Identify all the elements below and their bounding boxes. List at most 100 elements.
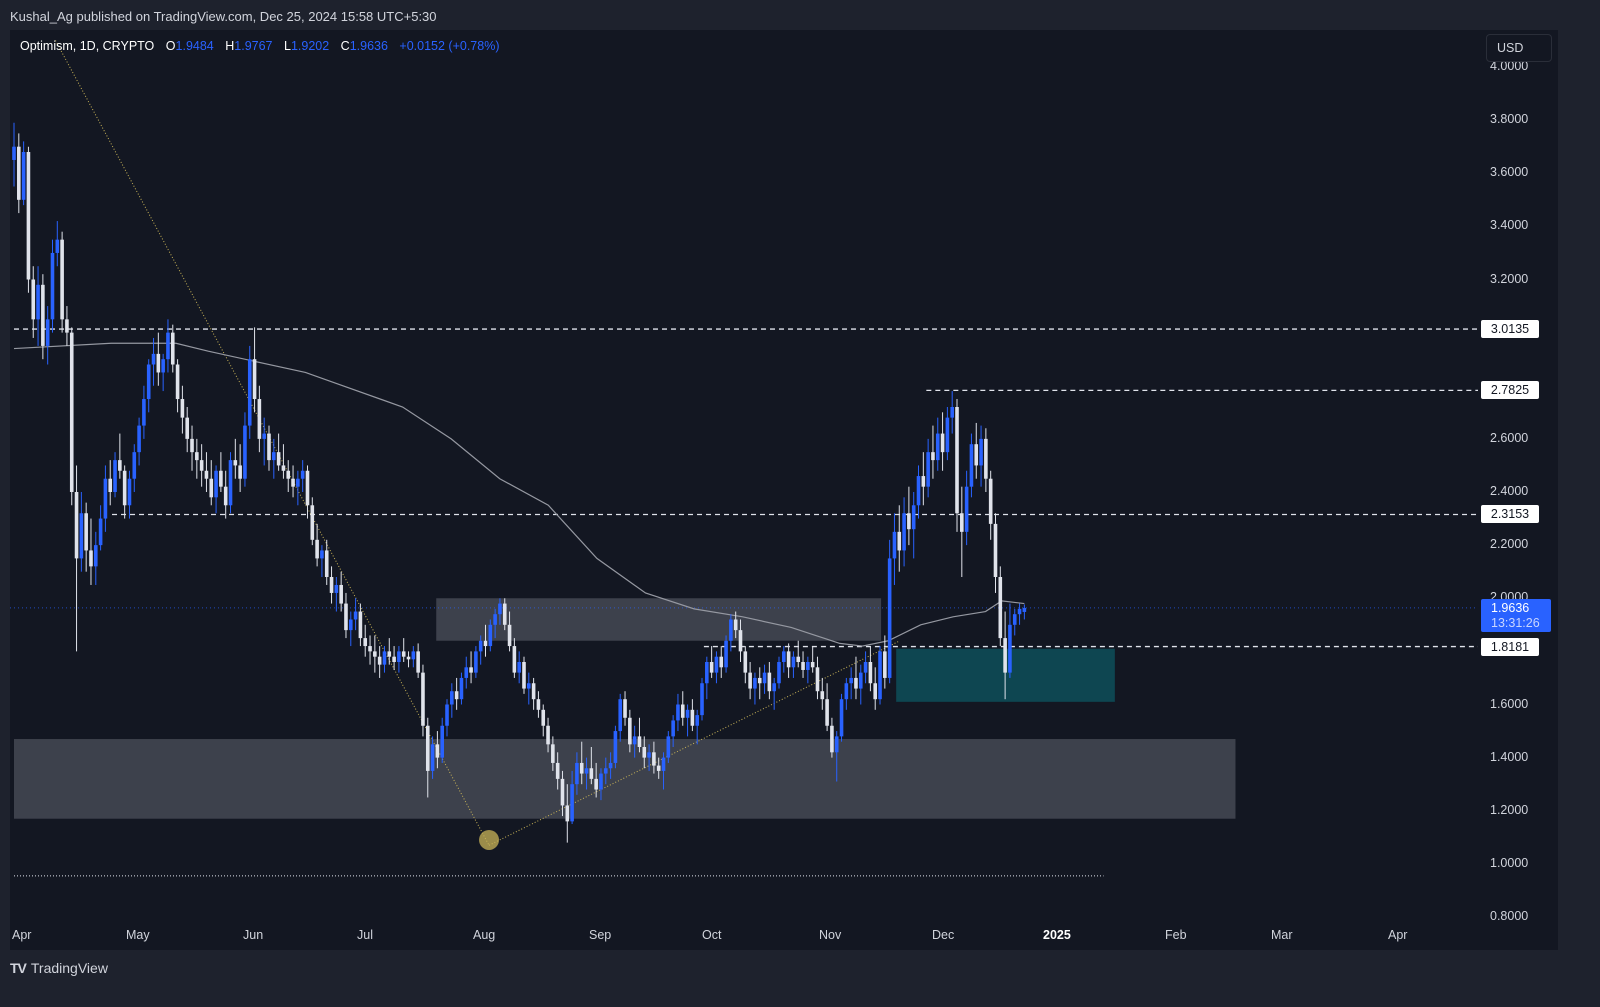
candle-body bbox=[594, 778, 598, 790]
price-tick: 3.8000 bbox=[1490, 112, 1529, 127]
candle-body bbox=[883, 651, 887, 678]
candle-body bbox=[628, 717, 632, 745]
candle-body bbox=[243, 425, 247, 479]
candle-body bbox=[435, 744, 440, 758]
candle-body bbox=[156, 353, 161, 373]
candle-body bbox=[676, 704, 680, 721]
candle-body bbox=[69, 332, 74, 492]
candle-body bbox=[565, 805, 570, 822]
candle-body bbox=[825, 699, 829, 726]
high-value: 1.9767 bbox=[234, 39, 273, 53]
candle-body bbox=[209, 478, 214, 498]
candle-body bbox=[146, 364, 151, 400]
candle-body bbox=[632, 736, 637, 745]
candle-body bbox=[801, 662, 805, 670]
candle-body bbox=[767, 672, 772, 692]
time-tick: Oct bbox=[702, 928, 722, 942]
candle-body bbox=[690, 709, 695, 726]
currency-button[interactable]: USD bbox=[1486, 34, 1552, 62]
candle-body bbox=[74, 492, 79, 559]
candle-body bbox=[324, 550, 329, 577]
candle-body bbox=[118, 460, 122, 471]
candle-body bbox=[199, 460, 204, 471]
bar-countdown: 13:31:26 bbox=[1491, 615, 1540, 630]
candle-body bbox=[228, 460, 233, 506]
zone-lower-gray-demand[interactable] bbox=[14, 739, 1236, 819]
candle-body bbox=[536, 699, 541, 710]
price-axis-scrollbar[interactable] bbox=[1558, 30, 1600, 950]
candle-body bbox=[1008, 624, 1012, 673]
candle-body bbox=[820, 691, 825, 700]
level-price-tag: 2.3153 bbox=[1481, 505, 1539, 524]
candle-body bbox=[300, 470, 305, 479]
last-price-tag: 1.9636 13:31:26 bbox=[1481, 599, 1551, 632]
price-tick: 1.4000 bbox=[1490, 749, 1529, 764]
publisher-line: Kushal_Ag published on TradingView.com, … bbox=[10, 9, 437, 24]
time-tick: May bbox=[126, 928, 150, 942]
candle-body bbox=[974, 444, 979, 466]
last-price-value: 1.9636 bbox=[1491, 600, 1530, 615]
candle-body bbox=[762, 672, 767, 684]
candle-body bbox=[262, 433, 266, 439]
candle-body bbox=[36, 284, 40, 320]
close-value: 1.9636 bbox=[349, 39, 388, 53]
candle-body bbox=[276, 452, 281, 466]
candle-body bbox=[781, 651, 786, 662]
candle-body bbox=[753, 677, 757, 689]
candle-body bbox=[103, 478, 108, 519]
candle-body bbox=[180, 399, 185, 418]
low-value: 1.9202 bbox=[290, 39, 330, 53]
candle-body bbox=[603, 768, 608, 774]
close-key: C bbox=[340, 39, 350, 53]
candle-body bbox=[546, 725, 550, 745]
price-tick: 3.2000 bbox=[1490, 271, 1529, 286]
candle-body bbox=[190, 438, 194, 453]
candle-body bbox=[161, 359, 165, 373]
level-price-tag: 1.8181 bbox=[1481, 637, 1539, 656]
candle-body bbox=[464, 667, 469, 678]
candle-body bbox=[777, 662, 781, 684]
footer-bar bbox=[0, 950, 1600, 1007]
candle-body bbox=[705, 662, 709, 684]
moving-average-line bbox=[13, 342, 1025, 647]
candle-body bbox=[1022, 607, 1027, 612]
candle-body bbox=[98, 518, 103, 546]
candle-body bbox=[17, 146, 21, 200]
open-key: O bbox=[165, 39, 176, 53]
candle-body bbox=[806, 662, 810, 670]
candle-body bbox=[666, 736, 671, 758]
candle-body bbox=[988, 478, 993, 524]
time-tick: Apr bbox=[12, 928, 32, 942]
candle-body bbox=[483, 640, 488, 647]
swing-low-marker[interactable] bbox=[479, 829, 500, 850]
candle-body bbox=[41, 284, 45, 346]
candle-body bbox=[931, 452, 935, 461]
candle-body bbox=[502, 603, 507, 625]
open-value: 1.9484 bbox=[175, 39, 214, 53]
candle-body bbox=[252, 359, 257, 400]
candle-body bbox=[142, 399, 146, 426]
candle-body bbox=[474, 651, 478, 673]
candle-body bbox=[878, 651, 882, 700]
candle-body bbox=[786, 651, 791, 668]
time-tick: Dec bbox=[932, 928, 955, 942]
candle-body bbox=[281, 465, 286, 471]
candle-body bbox=[363, 638, 368, 647]
candle-body bbox=[897, 531, 902, 551]
candle-body bbox=[902, 513, 906, 551]
candle-body bbox=[108, 478, 113, 492]
candle-body bbox=[204, 470, 209, 479]
symbol-title[interactable]: Optimism, 1D, CRYPTO bbox=[20, 39, 155, 53]
candle-body bbox=[440, 725, 445, 758]
candle-body bbox=[267, 433, 271, 461]
tradingview-logo[interactable]: TV TradingView bbox=[10, 960, 108, 976]
candle-body bbox=[955, 407, 959, 514]
candle-body bbox=[1003, 638, 1007, 673]
candle-body bbox=[348, 619, 353, 631]
time-tick: Aug bbox=[473, 928, 496, 942]
time-tick: Jun bbox=[243, 928, 264, 942]
price-tick: 2.2000 bbox=[1490, 537, 1529, 552]
candle-body bbox=[555, 762, 560, 779]
candle-body bbox=[358, 611, 363, 639]
